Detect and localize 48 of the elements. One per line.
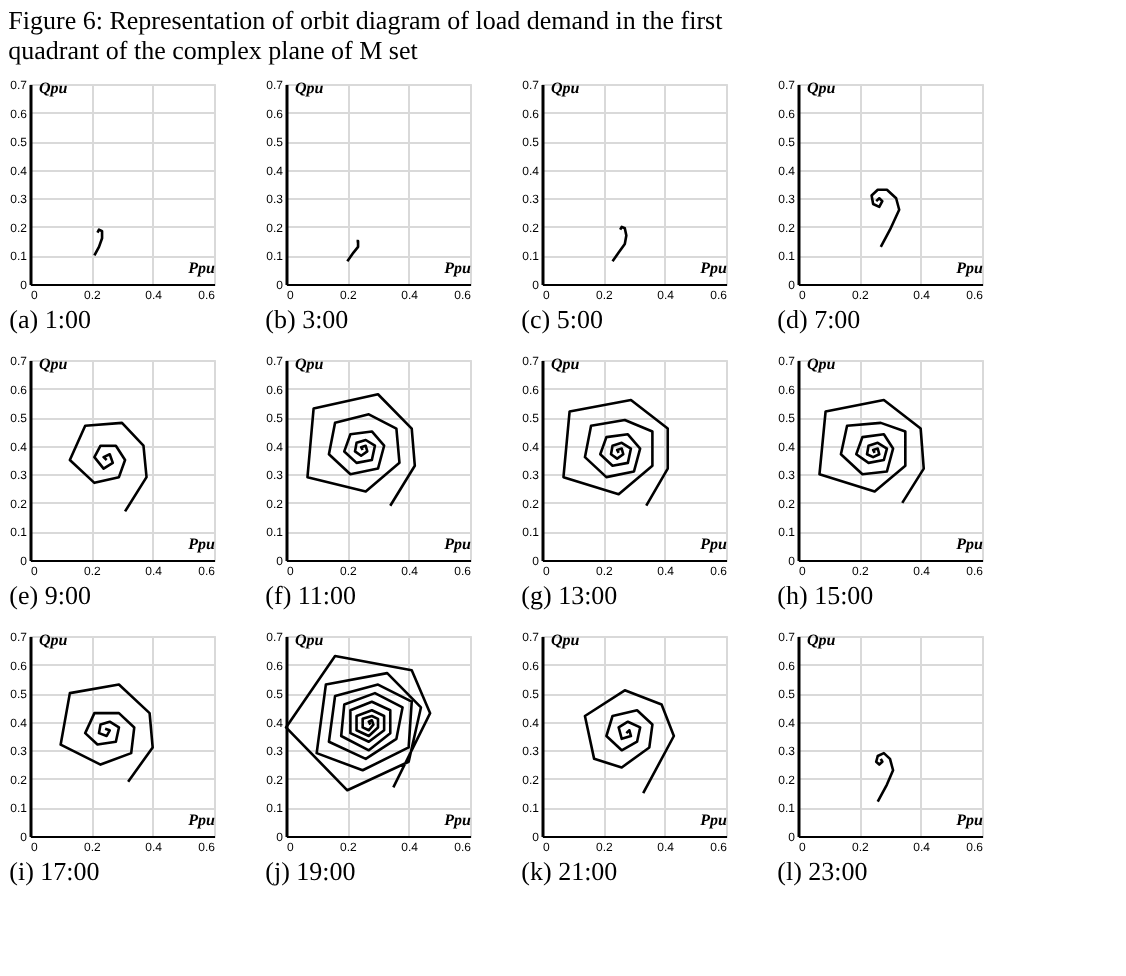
x-axis-title: Ppu	[700, 259, 729, 277]
text: (f) 11:00	[265, 580, 357, 610]
line-series	[611, 225, 628, 263]
x-axis-title: Ppu	[444, 535, 473, 553]
line-series	[68, 421, 148, 513]
y-axis-title: Qpu	[551, 79, 581, 97]
line-series	[562, 398, 670, 508]
text: (d) 7:00	[777, 304, 861, 334]
caption: Figure 6: Representation of orbit diagram of load demand in the first quadrant of the complex plane of M set	[8, 5, 724, 65]
text: (c) 5:00	[521, 304, 603, 334]
text: (i) 17:00	[9, 856, 100, 886]
line-series	[59, 683, 154, 784]
text: (l) 23:00	[777, 856, 868, 886]
y-axis-title: Qpu	[295, 631, 325, 649]
x-axis-title: Ppu	[188, 535, 217, 553]
x-axis-title: Ppu	[444, 259, 473, 277]
text: (k) 21:00	[521, 856, 618, 886]
x-axis-title: Ppu	[956, 259, 985, 277]
y-axis-title: Qpu	[295, 355, 325, 373]
x-axis-title: Ppu	[700, 811, 729, 829]
y-axis-title: Qpu	[551, 355, 581, 373]
y-axis-title: Qpu	[807, 355, 837, 373]
y-axis-title: Qpu	[295, 79, 325, 97]
line-series	[346, 239, 360, 263]
y-axis-title: Qpu	[39, 79, 69, 97]
y-axis-title: Qpu	[551, 631, 581, 649]
line-series	[874, 751, 895, 804]
line-series	[306, 392, 417, 508]
x-axis-title: Ppu	[188, 259, 217, 277]
text: (j) 19:00	[265, 856, 356, 886]
line-series	[818, 398, 926, 505]
line-series	[93, 228, 104, 257]
text: (g) 13:00	[521, 580, 618, 610]
y-axis-title: Qpu	[807, 631, 837, 649]
text: (a) 1:00	[9, 304, 91, 334]
y-axis-title: Qpu	[807, 79, 837, 97]
x-axis-title: Ppu	[188, 811, 217, 829]
x-axis-title: Ppu	[444, 811, 473, 829]
x-axis-title: Ppu	[700, 535, 729, 553]
text: (e) 9:00	[9, 580, 91, 610]
line-series	[583, 688, 676, 795]
x-axis-title: Ppu	[956, 535, 985, 553]
x-axis-title: Ppu	[956, 811, 985, 829]
line-series	[870, 188, 901, 249]
text: (b) 3:00	[265, 304, 349, 334]
y-axis-title: Qpu	[39, 631, 69, 649]
y-axis-title: Qpu	[39, 355, 69, 373]
text: (h) 15:00	[777, 580, 874, 610]
